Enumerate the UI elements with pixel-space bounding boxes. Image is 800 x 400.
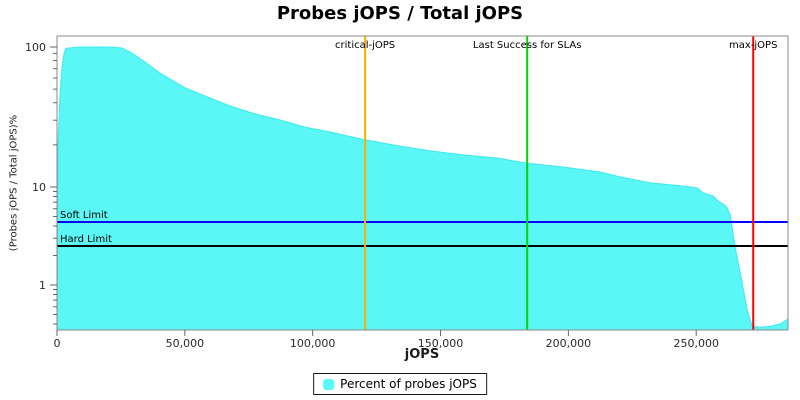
x-tick-label: 50,000 xyxy=(166,337,205,350)
x-tick-label: 250,000 xyxy=(673,337,719,350)
vline-label-critical-jops: critical-jOPS xyxy=(335,40,395,51)
legend-label: Percent of probes jOPS xyxy=(340,377,477,391)
hline-label-soft-limit: Soft Limit xyxy=(60,210,108,221)
x-tick-label: 150,000 xyxy=(418,337,464,350)
x-tick-label: 200,000 xyxy=(546,337,592,350)
y-tick-label: 10 xyxy=(32,181,46,194)
y-axis-title: (Probes jOPS / Total jOPS)% xyxy=(8,114,20,252)
y-tick-label: 1 xyxy=(39,279,46,292)
plot-border xyxy=(56,35,789,331)
y-tick-label: 100 xyxy=(25,41,46,54)
vline-label-max-jops: max-jOPS xyxy=(729,40,777,51)
legend-marker-percent-of-probes-jops xyxy=(323,378,335,390)
chart-title: Probes jOPS / Total jOPS xyxy=(276,3,524,24)
x-tick-label: 0 xyxy=(54,337,61,350)
hline-label-hard-limit: Hard Limit xyxy=(60,234,112,245)
x-axis-title: jOPS xyxy=(404,347,440,362)
series-area-percent-of-probes-jops xyxy=(56,46,789,331)
legend: Percent of probes jOPS xyxy=(313,373,487,395)
x-tick-label: 100,000 xyxy=(290,337,336,350)
vline-label-last-success-for-slas: Last Success for SLAs xyxy=(473,40,582,51)
